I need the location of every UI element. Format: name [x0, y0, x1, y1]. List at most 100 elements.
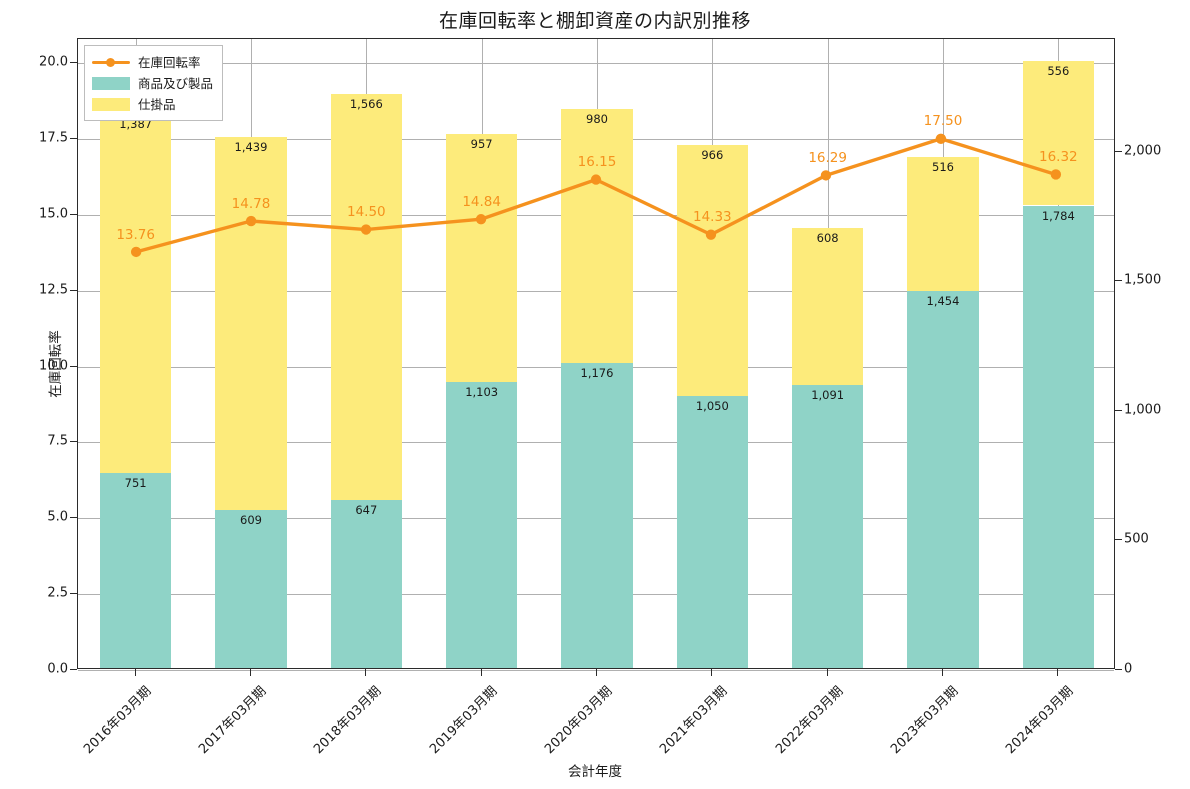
bar-value-label: 1,439: [234, 140, 268, 155]
y-axis-right-tick-label: 1,500: [1124, 272, 1162, 288]
x-axis-tick-label: 2020年03月期: [542, 683, 616, 758]
y-axis-right-tick-label: 2,000: [1124, 143, 1162, 158]
chart-title: 在庫回転率と棚卸資産の内訳別推移: [438, 10, 751, 32]
bar-segment[interactable]: [791, 227, 864, 386]
bar-value-label: 957: [470, 136, 493, 151]
legend-item[interactable]: 在庫回転率: [92, 51, 213, 72]
bar-segment[interactable]: [215, 137, 287, 511]
bar-value-label: 1,050: [695, 398, 729, 413]
x-axis-tick-label: 2022年03月期: [772, 683, 847, 758]
x-axis-tick-mark: [134, 669, 136, 676]
bar-segment[interactable]: [676, 395, 749, 668]
y-axis-left-tick-mark: [70, 289, 77, 291]
bar-segment[interactable]: [215, 510, 287, 668]
line-value-label: 16.15: [577, 154, 617, 171]
bar-group[interactable]: 1,454 516: [907, 37, 979, 668]
legend-line-marker-icon: [92, 55, 130, 69]
y-axis-left-label: 在庫回転率: [48, 330, 64, 398]
bar-value-label: 1,091: [811, 388, 845, 403]
bar-value-label: 1,566: [349, 97, 383, 112]
y-axis-left-tick-label: 0.0: [47, 661, 68, 677]
bar-segment[interactable]: [791, 385, 864, 668]
x-axis-tick-mark: [596, 669, 597, 676]
x-axis-tick-mark: [942, 669, 943, 676]
bar-segment[interactable]: [1022, 205, 1095, 668]
bar-group[interactable]: 1,091 608: [791, 37, 864, 668]
bar-value-label: 1,784: [1041, 208, 1075, 223]
line-value-label: 17.50: [923, 113, 963, 130]
bar-segment[interactable]: [907, 291, 979, 668]
x-axis-tick-mark: [250, 669, 251, 676]
bar-group[interactable]: 1,050 966: [676, 37, 749, 668]
y-axis-left-tick-label: 2.5: [47, 585, 68, 601]
line-value-label: 13.76: [116, 226, 155, 243]
y-axis-left-tick-mark: [70, 441, 77, 443]
legend-item-label: 在庫回転率: [138, 55, 201, 70]
bar-segment[interactable]: [330, 94, 403, 501]
y-axis-left-tick-mark: [70, 213, 77, 215]
bar-value-label: 1,103: [465, 385, 499, 400]
bar-segment[interactable]: [445, 133, 518, 383]
line-value-label: 16.29: [808, 149, 847, 166]
plot-area: 751 1,387 609 1,439 647 1,566 1,103 957 1,176 980…: [77, 37, 1115, 671]
line-value-label: 16.32: [1039, 148, 1078, 165]
y-axis-left-tick-mark: [70, 669, 77, 670]
bar-segment[interactable]: [330, 500, 403, 668]
bar-segment[interactable]: [907, 157, 979, 292]
y-axis-left-tick-label: 5.0: [47, 509, 68, 525]
gridline-horizontal: [78, 63, 1114, 65]
x-axis-tick-label: 2023年03月期: [888, 683, 962, 758]
legend-item-label: 仕掛品: [138, 97, 176, 112]
bar-segment[interactable]: [445, 382, 518, 668]
bar-segment[interactable]: [99, 473, 172, 668]
y-axis-right-tick-mark: [1115, 280, 1122, 282]
y-axis-left-tick-label: 10.0: [39, 358, 68, 374]
legend-item[interactable]: 商品及び製品: [92, 72, 213, 93]
bar-value-label: 609: [240, 513, 262, 528]
legend-color-swatch-icon: [92, 97, 130, 111]
line-value-label: 14.50: [347, 204, 386, 221]
bar-segment[interactable]: [561, 109, 633, 364]
bar-segment[interactable]: [1022, 61, 1095, 206]
y-axis-left-tick-label: 15.0: [39, 206, 68, 222]
x-axis-tick-label: 2016年03月期: [80, 683, 155, 758]
bar-group[interactable]: 647 1,566: [330, 37, 403, 668]
y-axis-right-tick-mark: [1115, 539, 1122, 541]
x-axis-tick-mark: [711, 669, 713, 676]
y-axis-right-tick-label: 0: [1124, 661, 1133, 677]
y-axis-right-tick-mark: [1115, 669, 1122, 670]
legend-color-swatch-icon: [92, 76, 130, 90]
bar-group[interactable]: 751 1,387: [99, 37, 172, 668]
x-axis-label: 会計年度: [568, 764, 622, 780]
x-axis-tick-label: 2017年03月期: [196, 683, 270, 758]
y-axis-right-tick-mark: [1115, 150, 1122, 152]
bar-value-label: 556: [1047, 64, 1070, 79]
bar-value-label: 1,176: [580, 366, 614, 381]
x-axis-tick-mark: [365, 669, 367, 676]
bar-segment[interactable]: [99, 113, 172, 474]
line-value-label: 14.78: [231, 195, 271, 212]
x-axis-tick-label: 2019年03月期: [426, 683, 501, 758]
x-axis-tick-label: 2021年03月期: [657, 683, 731, 758]
bar-segment[interactable]: [561, 363, 633, 668]
bar-value-label: 751: [124, 476, 147, 491]
y-axis-left-tick-mark: [70, 138, 77, 140]
bar-value-label: 516: [932, 160, 954, 175]
bar-value-label: 647: [355, 503, 378, 518]
bar-group[interactable]: 1,176 980: [561, 37, 633, 668]
y-axis-right-tick-label: 500: [1124, 531, 1149, 547]
bar-value-label: 1,454: [926, 294, 960, 309]
y-axis-left-tick-label: 12.5: [39, 282, 68, 298]
x-axis-tick-mark: [826, 669, 828, 676]
y-axis-left-tick-label: 7.5: [47, 433, 68, 449]
line-value-label: 14.33: [693, 209, 732, 226]
bar-group[interactable]: 1,784 556: [1022, 37, 1095, 668]
x-axis-tick-label: 2024年03月期: [1003, 683, 1077, 758]
bar-value-label: 966: [701, 148, 724, 163]
bar-group[interactable]: 1,103 957: [445, 37, 518, 668]
bar-group[interactable]: 609 1,439: [215, 37, 287, 668]
chart-legend: 在庫回転率商品及び製品仕掛品: [84, 45, 224, 121]
bar-segment[interactable]: [676, 145, 749, 396]
legend-item[interactable]: 仕掛品: [92, 93, 213, 114]
